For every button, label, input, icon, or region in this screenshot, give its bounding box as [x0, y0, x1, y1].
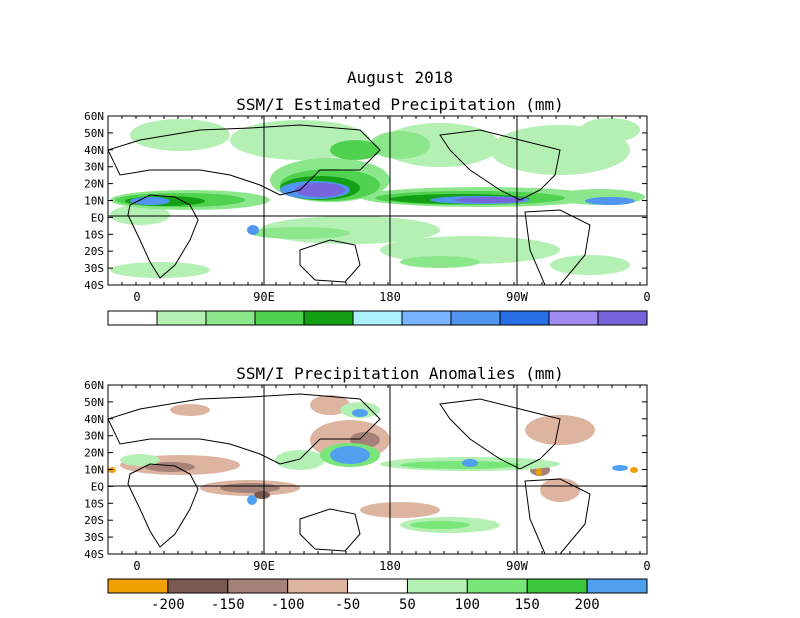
lat-label: 20S — [84, 245, 104, 258]
lat-label: 40S — [84, 279, 104, 292]
lat-label: 10N — [84, 195, 104, 208]
lat-label: 20N — [84, 447, 104, 460]
lon-label: 90E — [253, 559, 275, 573]
lat-label: 40N — [84, 144, 104, 157]
colorbar-label: 350 — [438, 329, 463, 330]
lon-label: 0 — [643, 559, 650, 573]
precip-colorbar: 50 100 150 200 250 300 350 400 450 500 — [107, 310, 648, 330]
lat-label: 10S — [84, 497, 104, 510]
precip-field — [108, 118, 645, 285]
colorbar-swatch — [287, 578, 349, 594]
colorbar-label: 50 — [399, 597, 416, 613]
precip-map-ticks — [107, 115, 647, 286]
colorbar-label: -50 — [335, 597, 360, 613]
colorbar-label: 500 — [585, 329, 610, 330]
colorbar-swatch — [227, 578, 289, 594]
colorbar-label: 300 — [389, 329, 414, 330]
anomaly-lat-labels: 60N 50N 40N 30N 20N 10N EQ 10S 20S 30S 40S — [84, 379, 104, 561]
colorbar-label: 150 — [515, 597, 540, 613]
lat-label: 60N — [84, 379, 104, 392]
colorbar-label: -150 — [211, 597, 245, 613]
lat-label: 50N — [84, 396, 104, 409]
anomaly-lon-labels: 0 90E 180 90W 0 — [133, 559, 650, 573]
anomaly-colorbar: -200 -150 -100 -50 50 100 150 200 — [107, 578, 648, 613]
anomaly-field — [108, 393, 638, 554]
colorbar-swatch — [466, 578, 528, 594]
lat-label: 30N — [84, 161, 104, 174]
lat-label: 10S — [84, 228, 104, 241]
lon-label: 90W — [506, 290, 528, 304]
anomaly-map-gridlines — [108, 385, 647, 554]
map-title: August 2018 — [347, 68, 453, 87]
lat-label: 30S — [84, 531, 104, 544]
lat-label: 50N — [84, 127, 104, 140]
colorbar-swatch — [526, 578, 588, 594]
precip-map-subtitle: SSM/I Estimated Precipitation (mm) — [236, 95, 564, 114]
colorbar-label: 200 — [291, 329, 316, 330]
colorbar-swatch — [586, 578, 648, 594]
precip-lat-labels: 60N 50N 40N 30N 20N 10N EQ 10S 20S 30S 40S — [84, 110, 104, 292]
colorbar-label: -200 — [151, 597, 185, 613]
lat-label: 60N — [84, 110, 104, 123]
colorbar-swatch — [347, 578, 408, 594]
lat-label: EQ — [91, 480, 104, 493]
lat-label: 20S — [84, 514, 104, 527]
colorbar-label: 400 — [487, 329, 512, 330]
colorbar-label: 100 — [193, 329, 218, 330]
lat-label: 40S — [84, 548, 104, 561]
lat-label: EQ — [91, 211, 104, 224]
precipitation-map: 60N 50N 40N 30N 20N 10N EQ 10S 20S 30S 40S 0 90E 180… — [84, 110, 650, 330]
lon-label: 0 — [643, 290, 650, 304]
lon-label: 180 — [379, 559, 401, 573]
colorbar-label: 100 — [455, 597, 480, 613]
lat-label: 30S — [84, 262, 104, 275]
colorbar-label: 150 — [242, 329, 267, 330]
colorbar-label: -100 — [271, 597, 305, 613]
colorbar-swatch — [597, 310, 648, 326]
precip-lon-labels: 0 90E 180 90W 0 — [133, 290, 650, 304]
colorbar-label: 50 — [149, 329, 166, 330]
lon-label: 0 — [133, 559, 140, 573]
lon-label: 90E — [253, 290, 275, 304]
lat-label: 20N — [84, 178, 104, 191]
lon-label: 180 — [379, 290, 401, 304]
lon-label: 90W — [506, 559, 528, 573]
colorbar-swatch — [167, 578, 229, 594]
lat-label: 40N — [84, 413, 104, 426]
anomaly-map-subtitle: SSM/I Precipitation Anomalies (mm) — [236, 364, 564, 383]
colorbar-label: 450 — [536, 329, 561, 330]
colorbar-label: 200 — [574, 597, 599, 613]
precip-map-gridlines — [108, 116, 647, 285]
lat-label: 10N — [84, 464, 104, 477]
lon-label: 0 — [133, 290, 140, 304]
colorbar-swatch — [406, 578, 468, 594]
colorbar-swatch — [107, 578, 169, 594]
colorbar-label: 250 — [340, 329, 365, 330]
lat-label: 30N — [84, 430, 104, 443]
anomaly-map-ticks — [107, 384, 647, 555]
